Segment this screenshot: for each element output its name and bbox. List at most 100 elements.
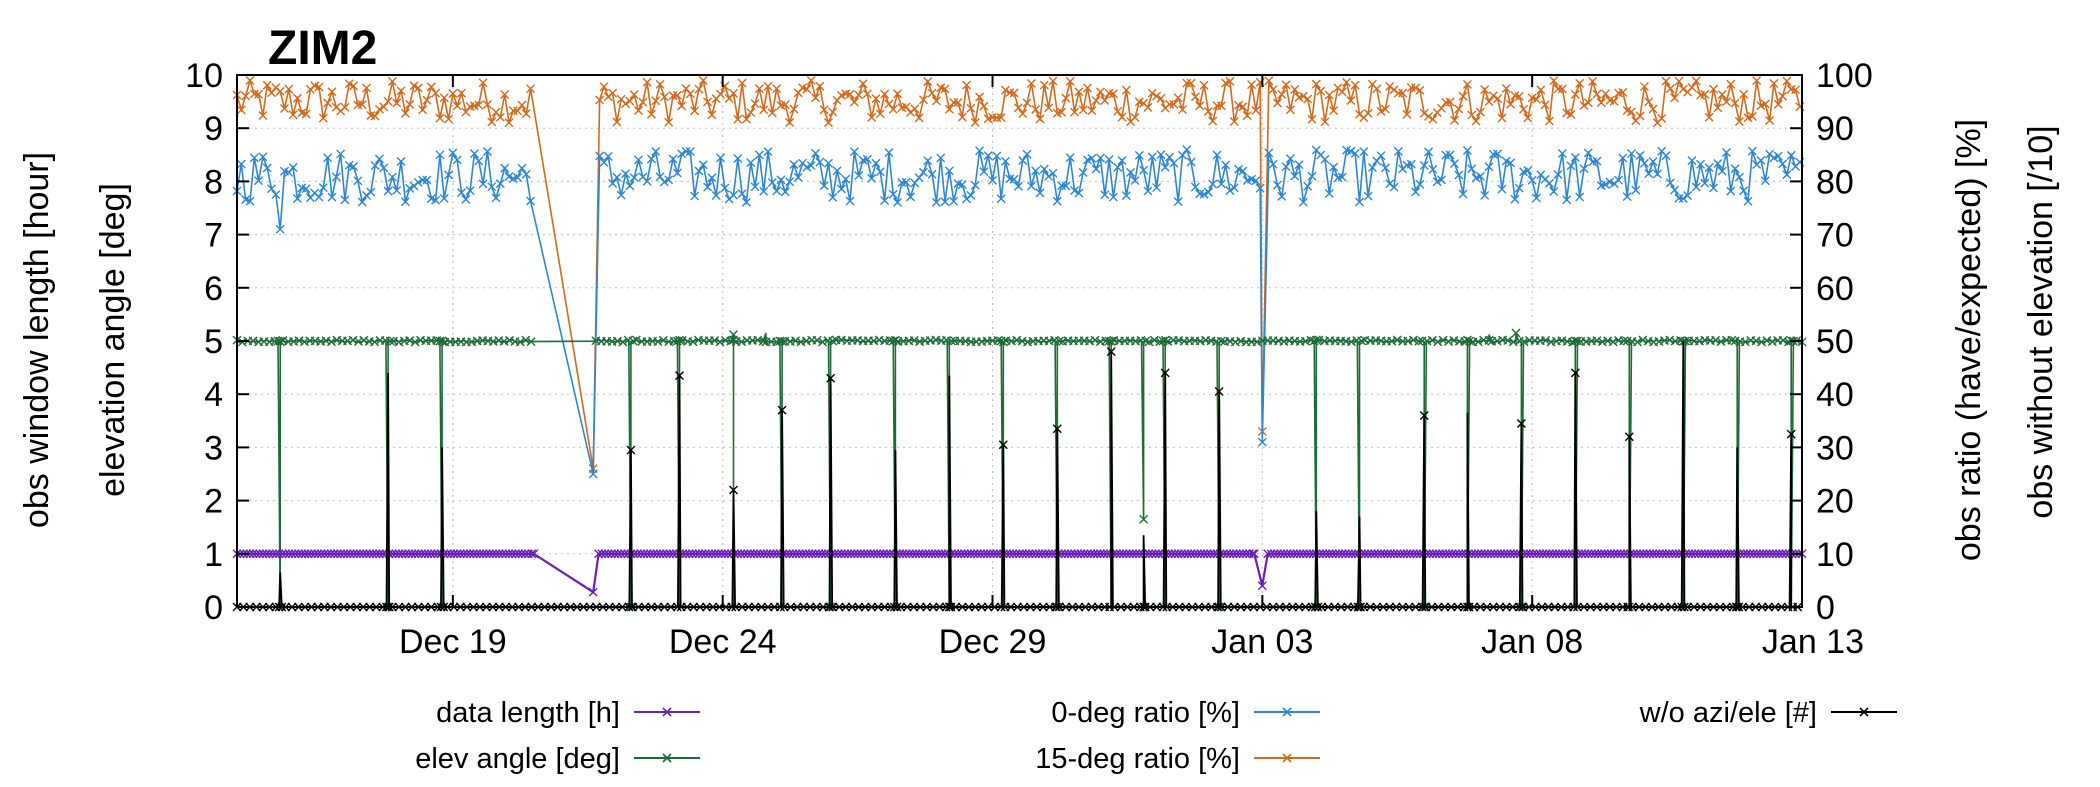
series-0deg-ratio-marker <box>1734 172 1744 182</box>
series-0deg-ratio-marker <box>988 175 998 185</box>
series-0deg-ratio-marker <box>1411 187 1421 197</box>
series-15deg-ratio-marker <box>1734 117 1744 126</box>
series-15deg-ratio-marker <box>1411 83 1421 93</box>
series-data-length-marker <box>1671 549 1681 559</box>
series-15deg-ratio-marker <box>1143 102 1153 112</box>
series-0deg-ratio-marker <box>500 163 510 173</box>
series-data-length-marker <box>287 549 297 559</box>
series-15deg-ratio-marker <box>642 77 652 87</box>
series-wo-azi-ele-marker <box>1214 387 1224 397</box>
series-15deg-ratio-marker <box>374 104 384 114</box>
y-right-tick-label: 70 <box>1816 217 1854 255</box>
series-0deg-ratio-marker <box>659 177 669 187</box>
series-data-length-marker <box>694 549 704 559</box>
series-data-length-marker <box>1121 549 1131 559</box>
series-0deg-ratio-marker <box>1579 164 1589 174</box>
series-0deg-ratio-marker <box>1393 146 1403 156</box>
series-15deg-ratio-marker <box>1156 93 1166 103</box>
series-0deg-ratio-marker <box>685 146 695 156</box>
series-data-length-marker <box>755 549 765 559</box>
series-data-length-marker <box>1438 549 1448 559</box>
series-data-length-marker <box>1289 549 1299 559</box>
series-15deg-ratio-marker <box>1506 99 1516 109</box>
series-data-length-marker <box>1412 549 1422 559</box>
series-0deg-ratio-marker <box>444 170 454 180</box>
series-0deg-ratio-marker <box>1626 149 1636 159</box>
series-data-length-marker <box>1331 549 1341 559</box>
series-data-length-marker <box>723 549 733 559</box>
series-data-length-marker <box>853 549 863 559</box>
series-0deg-ratio-marker <box>331 172 341 182</box>
series-15deg-ratio-marker <box>599 82 609 92</box>
series-0deg-ratio-marker <box>621 169 631 179</box>
series-15deg-ratio-marker <box>504 118 514 128</box>
series-0deg-ratio-marker <box>1052 196 1062 206</box>
series-15deg-ratio-marker <box>1544 116 1554 126</box>
legend: data length [h] elev angle [deg] 0-deg rat… <box>415 697 1897 775</box>
series-elev-angle-marker <box>1711 335 1721 345</box>
series-data-length-marker <box>1083 549 1092 559</box>
series-15deg-ratio-marker <box>1264 76 1274 86</box>
series-15deg-ratio-marker <box>1575 78 1585 88</box>
series-elev-angle-marker <box>993 336 1003 346</box>
series-0deg-ratio-marker <box>884 148 894 158</box>
series-elev-angle-marker <box>1465 336 1475 346</box>
series-0deg-ratio-marker <box>1100 190 1110 200</box>
series-0deg-ratio-marker <box>707 173 717 183</box>
series-15deg-ratio-marker <box>1199 80 1209 90</box>
series-0deg-ratio-marker <box>1203 187 1213 197</box>
series-0deg-ratio-marker <box>588 469 598 479</box>
series-15deg-ratio-marker <box>910 104 920 114</box>
series-data-length-marker <box>1655 549 1665 559</box>
series-elev-angle-marker <box>521 335 531 345</box>
series-0deg-ratio-marker <box>1285 154 1295 164</box>
series-elev-angle-marker <box>1608 337 1618 347</box>
series-0deg-ratio-marker <box>983 151 993 161</box>
series-0deg-ratio-marker <box>1281 162 1291 172</box>
series-data-length-marker <box>468 549 478 559</box>
series-0deg-ratio-marker <box>1648 157 1658 167</box>
series-0deg-ratio-marker <box>1367 163 1377 173</box>
series-data-length-marker <box>807 549 817 559</box>
series-wo-azi-ele-marker <box>1160 368 1170 378</box>
series-data-length-marker <box>662 549 672 559</box>
series-0deg-ratio-marker <box>1523 166 1533 176</box>
y-left-tick-label: 0 <box>204 589 223 627</box>
series-15deg-ratio-marker <box>1665 84 1675 94</box>
series-data-length-marker <box>1593 549 1603 559</box>
series-data-length-marker <box>969 549 979 559</box>
series-elev-angle-marker <box>1473 337 1483 347</box>
series-data-length-marker <box>794 549 804 559</box>
series-0deg-ratio-marker <box>1113 162 1123 172</box>
series-15deg-ratio-marker <box>1108 89 1118 99</box>
series-0deg-ratio-marker <box>1009 174 1019 184</box>
series-data-length-marker <box>1073 549 1083 559</box>
series-0deg-ratio-marker <box>746 158 756 168</box>
series-data-length-marker <box>658 549 668 559</box>
series-data-length-marker <box>277 549 287 559</box>
series-15deg-ratio-marker <box>254 89 264 99</box>
series-0deg-ratio-marker <box>1160 162 1170 172</box>
series-elev-angle-marker <box>1619 336 1629 346</box>
series-elev-angle-marker <box>1438 335 1448 345</box>
series-15deg-ratio-marker <box>1402 109 1412 119</box>
series-15deg-ratio-marker <box>638 97 648 107</box>
series-0deg-ratio-marker <box>1756 155 1766 165</box>
series-15deg-ratio-marker <box>1324 90 1334 100</box>
series-data-length-marker <box>319 549 329 559</box>
series-elev-angle-marker <box>618 337 628 347</box>
series-0deg-ratio-marker <box>815 157 825 167</box>
x-tick-label: Dec 19 <box>399 623 507 661</box>
series-elev-angle-marker <box>1762 336 1772 346</box>
series-data-length-marker <box>788 549 798 559</box>
series-0deg-ratio-marker <box>1696 159 1706 169</box>
series-elev-angle-marker <box>275 336 285 346</box>
series-15deg-ratio-marker <box>439 93 449 103</box>
series-data-length-marker <box>1742 549 1752 559</box>
series-data-length-marker <box>1383 549 1393 559</box>
series-0deg-ratio-marker <box>254 176 264 186</box>
series-data-length-marker <box>400 549 410 559</box>
series-0deg-ratio-marker <box>1257 437 1267 447</box>
series-data-length-marker <box>665 549 675 559</box>
